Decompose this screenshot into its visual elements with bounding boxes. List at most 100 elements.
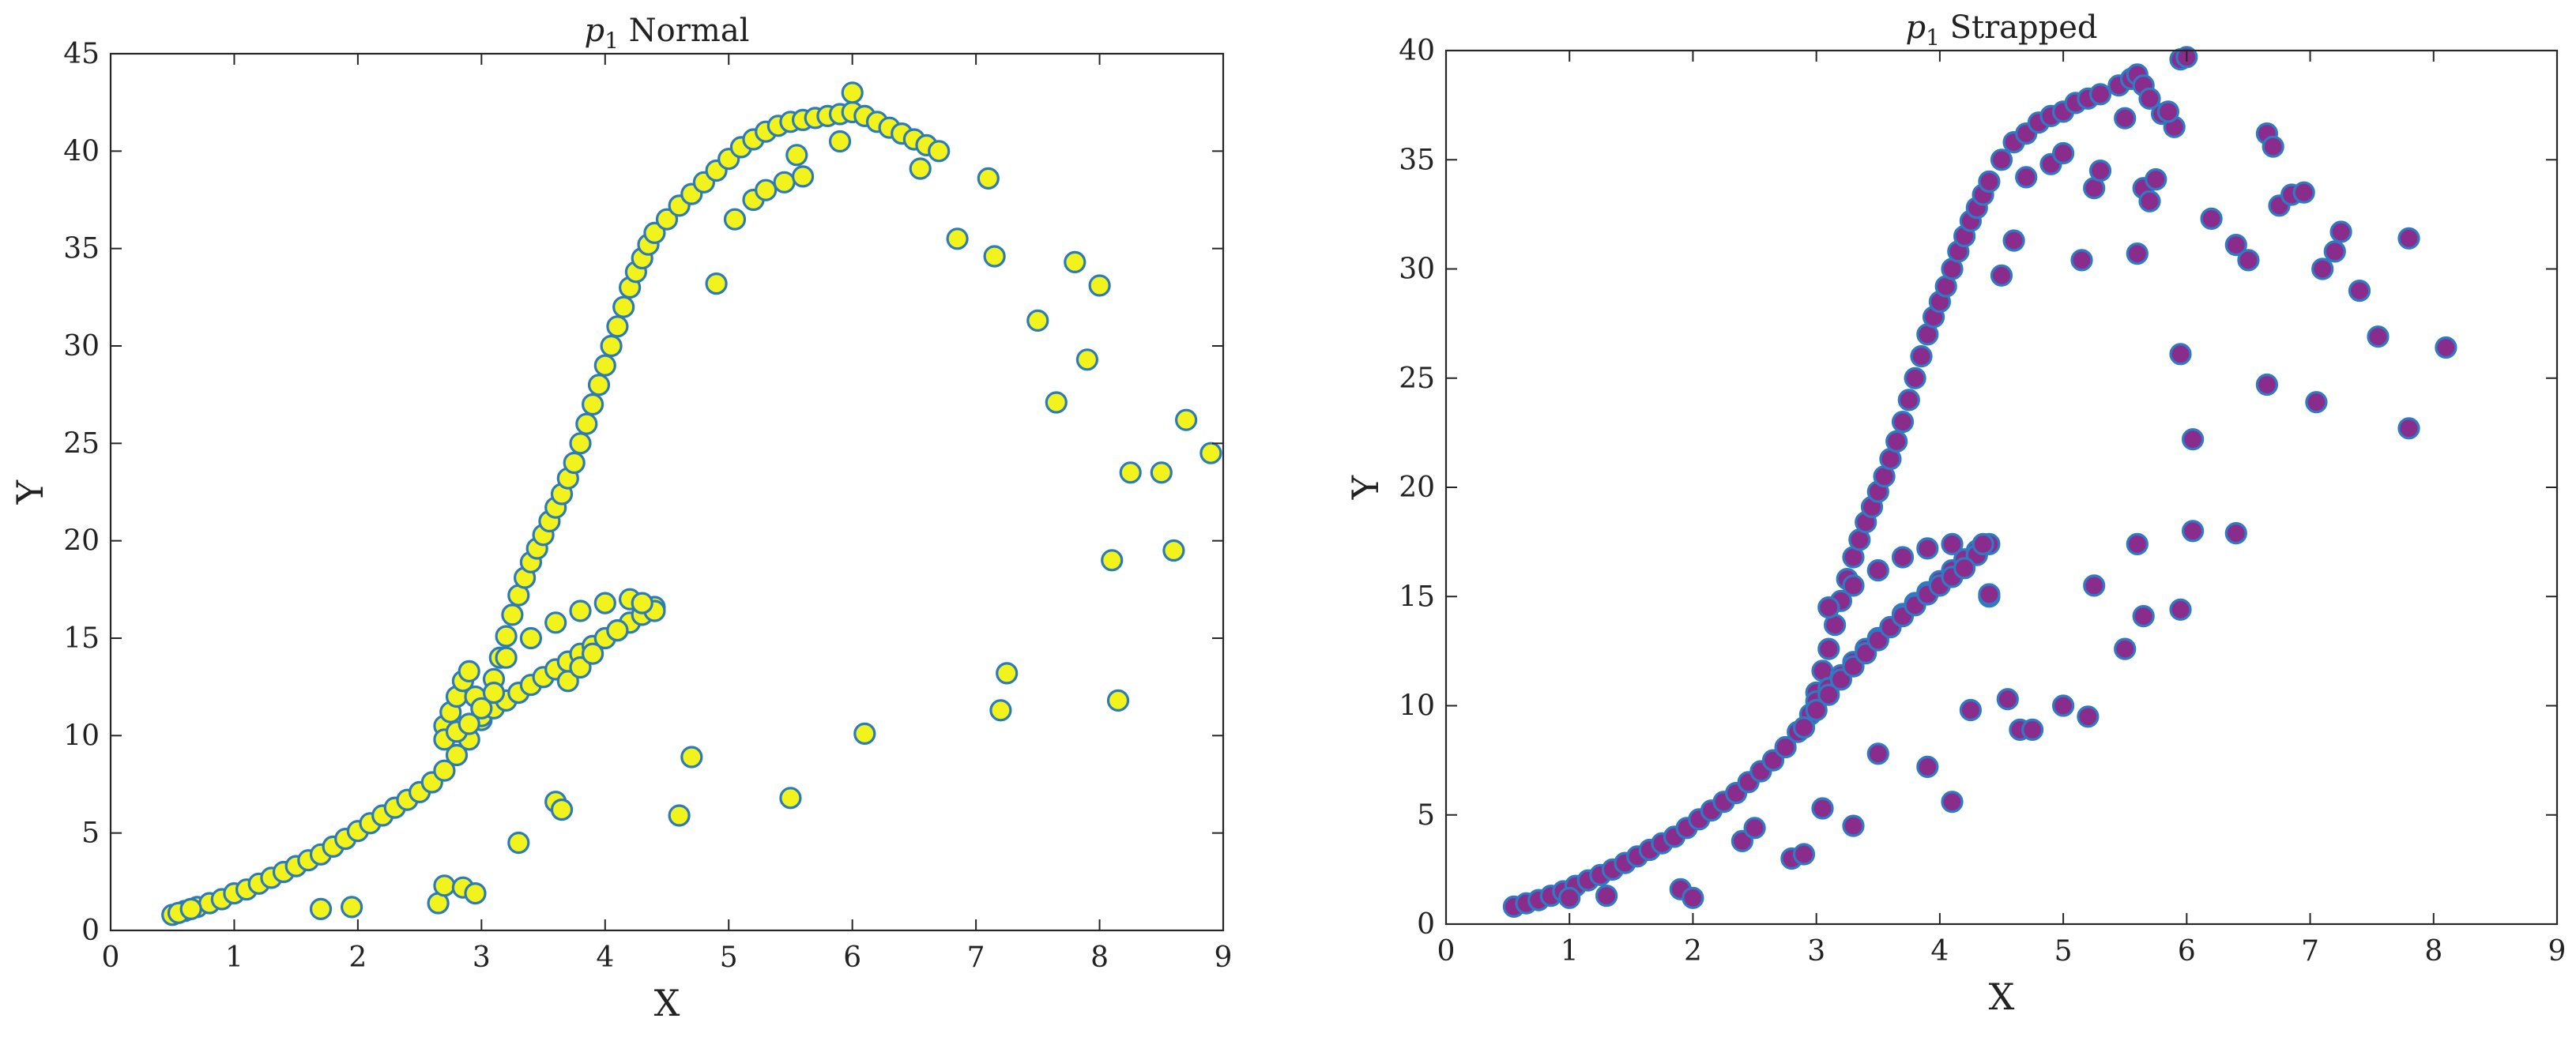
data-points: [161, 81, 1222, 926]
data-point: [996, 662, 1019, 685]
data-point: [1916, 755, 1939, 779]
data-point: [2156, 100, 2179, 123]
data-point: [1891, 546, 1915, 569]
y-tick-label: 40: [1399, 35, 1435, 67]
x-tick-label: 2: [348, 941, 367, 974]
x-tick-label: 0: [102, 941, 120, 974]
chart-title: p1 Strapped: [1905, 9, 2097, 51]
title-text: Strapped: [1940, 9, 2098, 46]
data-point: [569, 656, 592, 679]
data-point: [853, 722, 876, 746]
data-point: [2088, 160, 2112, 182]
data-point: [581, 393, 604, 416]
data-point: [785, 144, 808, 167]
data-point: [1978, 583, 2001, 606]
data-point: [1842, 574, 1865, 597]
data-point: [179, 897, 202, 921]
y-tick-label: 25: [63, 427, 100, 460]
x-tick-label: 4: [1930, 935, 1949, 968]
data-point: [587, 374, 611, 396]
data-point: [1866, 742, 1889, 765]
data-point: [2200, 207, 2223, 230]
data-point: [341, 896, 363, 919]
data-point: [1978, 170, 2001, 193]
x-tick-label: 3: [473, 941, 491, 974]
data-point: [2070, 249, 2093, 272]
data-point: [2126, 242, 2149, 265]
data-point: [1558, 886, 1581, 909]
data-point: [2052, 694, 2075, 717]
data-point: [668, 804, 691, 827]
data-point: [828, 130, 852, 153]
data-point: [1842, 814, 1865, 837]
data-point: [1174, 408, 1198, 431]
data-point: [2329, 220, 2352, 243]
data-point: [2435, 336, 2457, 359]
data-point: [1990, 264, 2013, 287]
data-point: [2088, 83, 2112, 106]
data-point: [464, 881, 487, 905]
chart-title: p1 Normal: [585, 13, 750, 54]
data-point: [2305, 391, 2328, 414]
data-point: [2255, 373, 2278, 396]
title-symbol: p: [1905, 9, 1926, 46]
data-point: [433, 874, 456, 897]
data-point: [612, 295, 635, 318]
x-tick-label: 7: [967, 941, 985, 974]
data-point: [1199, 442, 1222, 464]
data-point: [779, 787, 802, 810]
plot-area: [1446, 51, 2557, 924]
x-tick-label: 5: [720, 941, 738, 974]
data-point: [1897, 389, 1920, 412]
data-point: [1953, 557, 1976, 580]
data-point: [1792, 843, 1816, 866]
y-tick-label: 45: [63, 38, 100, 70]
data-point: [1101, 549, 1124, 572]
data-point: [433, 759, 456, 782]
data-point: [2015, 166, 2038, 189]
data-point: [2145, 168, 2167, 191]
x-tick-label: 0: [1437, 935, 1456, 968]
data-point: [2083, 574, 2106, 597]
data-point: [482, 681, 506, 705]
data-point: [2114, 637, 2137, 660]
data-point: [2367, 325, 2390, 348]
data-point: [2132, 604, 2155, 628]
data-point: [575, 412, 598, 435]
data-point: [1075, 348, 1099, 371]
data-point: [581, 642, 604, 665]
data-point: [1119, 461, 1142, 484]
data-point: [2224, 521, 2247, 545]
y-tick-label: 30: [1399, 254, 1435, 286]
data-point: [507, 831, 530, 855]
data-point: [1916, 537, 1939, 560]
data-point: [569, 599, 592, 622]
data-point: [755, 179, 778, 201]
data-point: [2237, 249, 2260, 272]
x-tick-label: 6: [843, 941, 861, 974]
data-point: [2292, 181, 2315, 204]
data-point: [519, 626, 543, 650]
data-point: [928, 140, 951, 163]
data-point: [705, 272, 728, 295]
data-point: [569, 432, 592, 455]
data-point: [2077, 705, 2100, 728]
data-point: [2348, 280, 2371, 303]
x-tick-label: 3: [1807, 935, 1825, 968]
y-tick-label: 0: [81, 915, 100, 947]
data-point: [1805, 698, 1828, 722]
y-tick-label: 0: [1417, 908, 1435, 941]
data-point: [2397, 227, 2420, 250]
x-axis-label: X: [654, 982, 680, 1024]
data-point: [1026, 309, 1049, 332]
data-point: [563, 451, 586, 475]
data-point: [977, 167, 1000, 190]
data-point: [680, 746, 703, 769]
data-point: [1817, 596, 1840, 619]
data-point: [550, 798, 574, 821]
title-text: Normal: [619, 13, 750, 49]
data-point: [470, 697, 493, 720]
data-point: [989, 699, 1012, 722]
data-point: [773, 171, 796, 194]
